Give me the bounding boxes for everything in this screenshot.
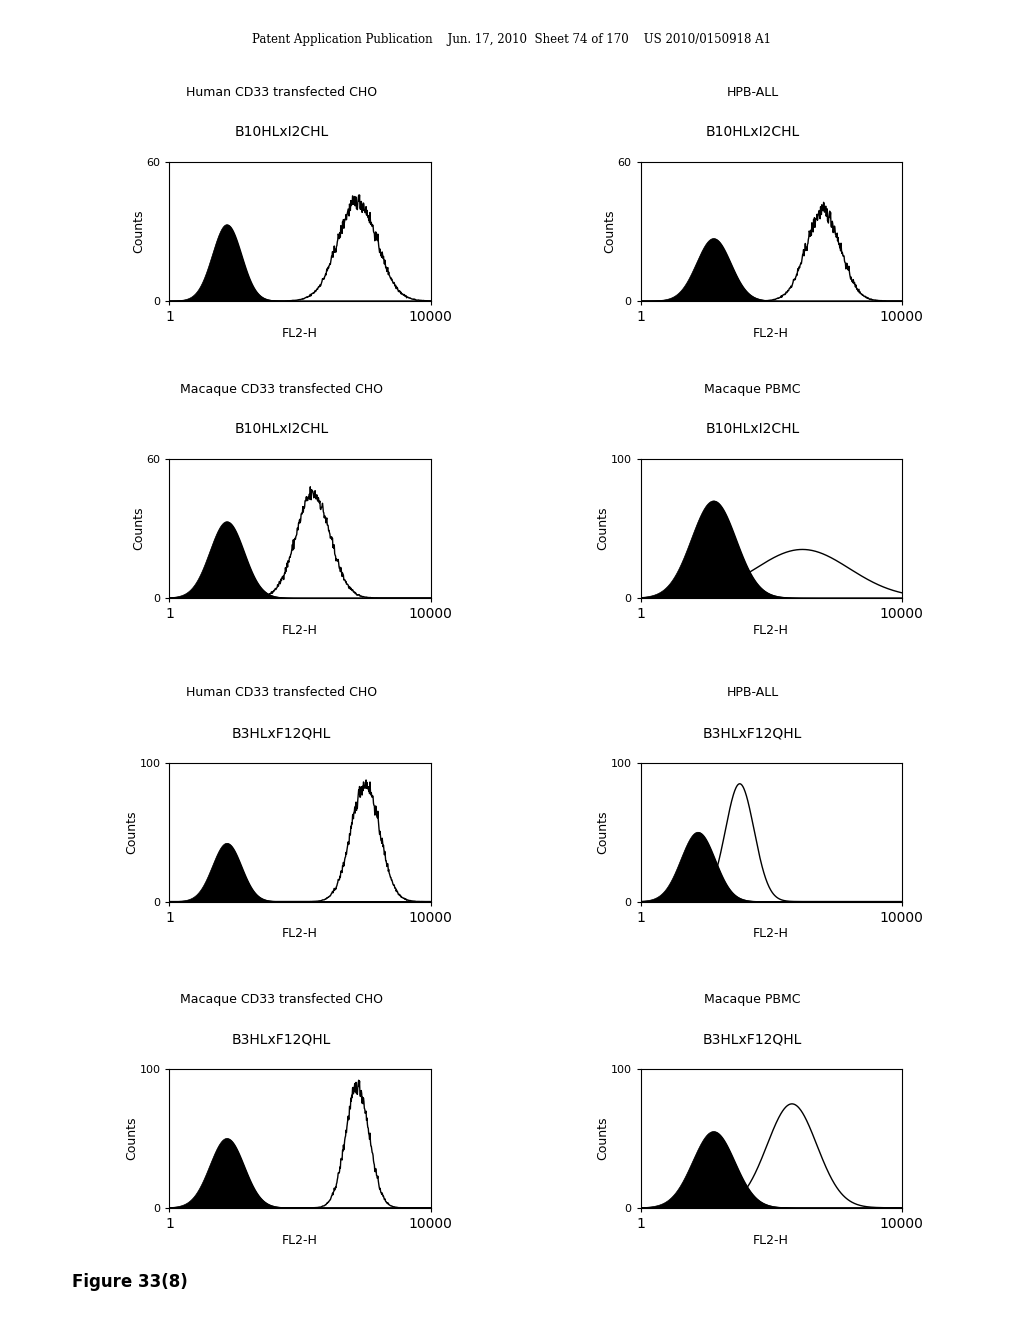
- X-axis label: FL2-H: FL2-H: [282, 928, 318, 940]
- Y-axis label: Counts: Counts: [596, 1117, 609, 1160]
- Text: HPB-ALL: HPB-ALL: [726, 686, 779, 700]
- Text: B10HLxI2CHL: B10HLxI2CHL: [706, 422, 800, 437]
- Text: Macaque CD33 transfected CHO: Macaque CD33 transfected CHO: [180, 993, 383, 1006]
- Text: B10HLxI2CHL: B10HLxI2CHL: [234, 125, 329, 140]
- Text: Human CD33 transfected CHO: Human CD33 transfected CHO: [186, 86, 377, 99]
- Y-axis label: Counts: Counts: [596, 810, 609, 854]
- Text: B3HLxF12QHL: B3HLxF12QHL: [702, 726, 803, 741]
- X-axis label: FL2-H: FL2-H: [753, 327, 790, 339]
- X-axis label: FL2-H: FL2-H: [282, 624, 318, 636]
- Text: B10HLxI2CHL: B10HLxI2CHL: [706, 125, 800, 140]
- Text: B3HLxF12QHL: B3HLxF12QHL: [702, 1032, 803, 1047]
- Text: Macaque PBMC: Macaque PBMC: [705, 383, 801, 396]
- Text: Patent Application Publication    Jun. 17, 2010  Sheet 74 of 170    US 2010/0150: Patent Application Publication Jun. 17, …: [253, 33, 771, 46]
- X-axis label: FL2-H: FL2-H: [282, 327, 318, 339]
- Y-axis label: Counts: Counts: [132, 507, 145, 550]
- X-axis label: FL2-H: FL2-H: [753, 1234, 790, 1246]
- Y-axis label: Counts: Counts: [125, 1117, 138, 1160]
- X-axis label: FL2-H: FL2-H: [282, 1234, 318, 1246]
- X-axis label: FL2-H: FL2-H: [753, 928, 790, 940]
- Text: Human CD33 transfected CHO: Human CD33 transfected CHO: [186, 686, 377, 700]
- Text: HPB-ALL: HPB-ALL: [726, 86, 779, 99]
- Y-axis label: Counts: Counts: [603, 210, 616, 253]
- Text: Figure 33(8): Figure 33(8): [72, 1272, 187, 1291]
- X-axis label: FL2-H: FL2-H: [753, 624, 790, 636]
- Text: Macaque PBMC: Macaque PBMC: [705, 993, 801, 1006]
- Text: Macaque CD33 transfected CHO: Macaque CD33 transfected CHO: [180, 383, 383, 396]
- Y-axis label: Counts: Counts: [596, 507, 609, 550]
- Y-axis label: Counts: Counts: [125, 810, 138, 854]
- Text: B10HLxI2CHL: B10HLxI2CHL: [234, 422, 329, 437]
- Y-axis label: Counts: Counts: [132, 210, 145, 253]
- Text: B3HLxF12QHL: B3HLxF12QHL: [231, 726, 332, 741]
- Text: B3HLxF12QHL: B3HLxF12QHL: [231, 1032, 332, 1047]
